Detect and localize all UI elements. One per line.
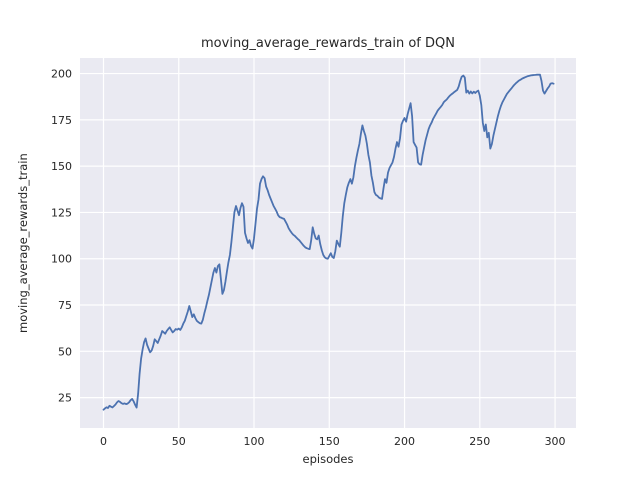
x-tick-label: 100 — [244, 435, 265, 448]
y-tick-label: 75 — [58, 299, 72, 312]
x-tick-label: 300 — [545, 435, 566, 448]
x-axis-label: episodes — [302, 452, 354, 466]
y-tick-label: 150 — [51, 160, 72, 173]
x-tick-label: 150 — [319, 435, 340, 448]
y-tick-label: 200 — [51, 68, 72, 81]
series-line — [102, 73, 555, 411]
y-tick-label: 50 — [58, 345, 72, 358]
y-tick-label: 25 — [58, 392, 72, 405]
plot-area — [80, 58, 576, 428]
x-tick-label: 250 — [469, 435, 490, 448]
y-tick-label: 100 — [51, 253, 72, 266]
y-axis-label: moving_average_rewards_train — [16, 153, 30, 333]
x-tick-label: 0 — [100, 435, 107, 448]
x-tick-label: 200 — [394, 435, 415, 448]
x-tick-label: 50 — [172, 435, 186, 448]
chart-title: moving_average_rewards_train of DQN — [201, 36, 455, 51]
y-tick-label: 125 — [51, 206, 72, 219]
y-tick-label: 175 — [51, 114, 72, 127]
